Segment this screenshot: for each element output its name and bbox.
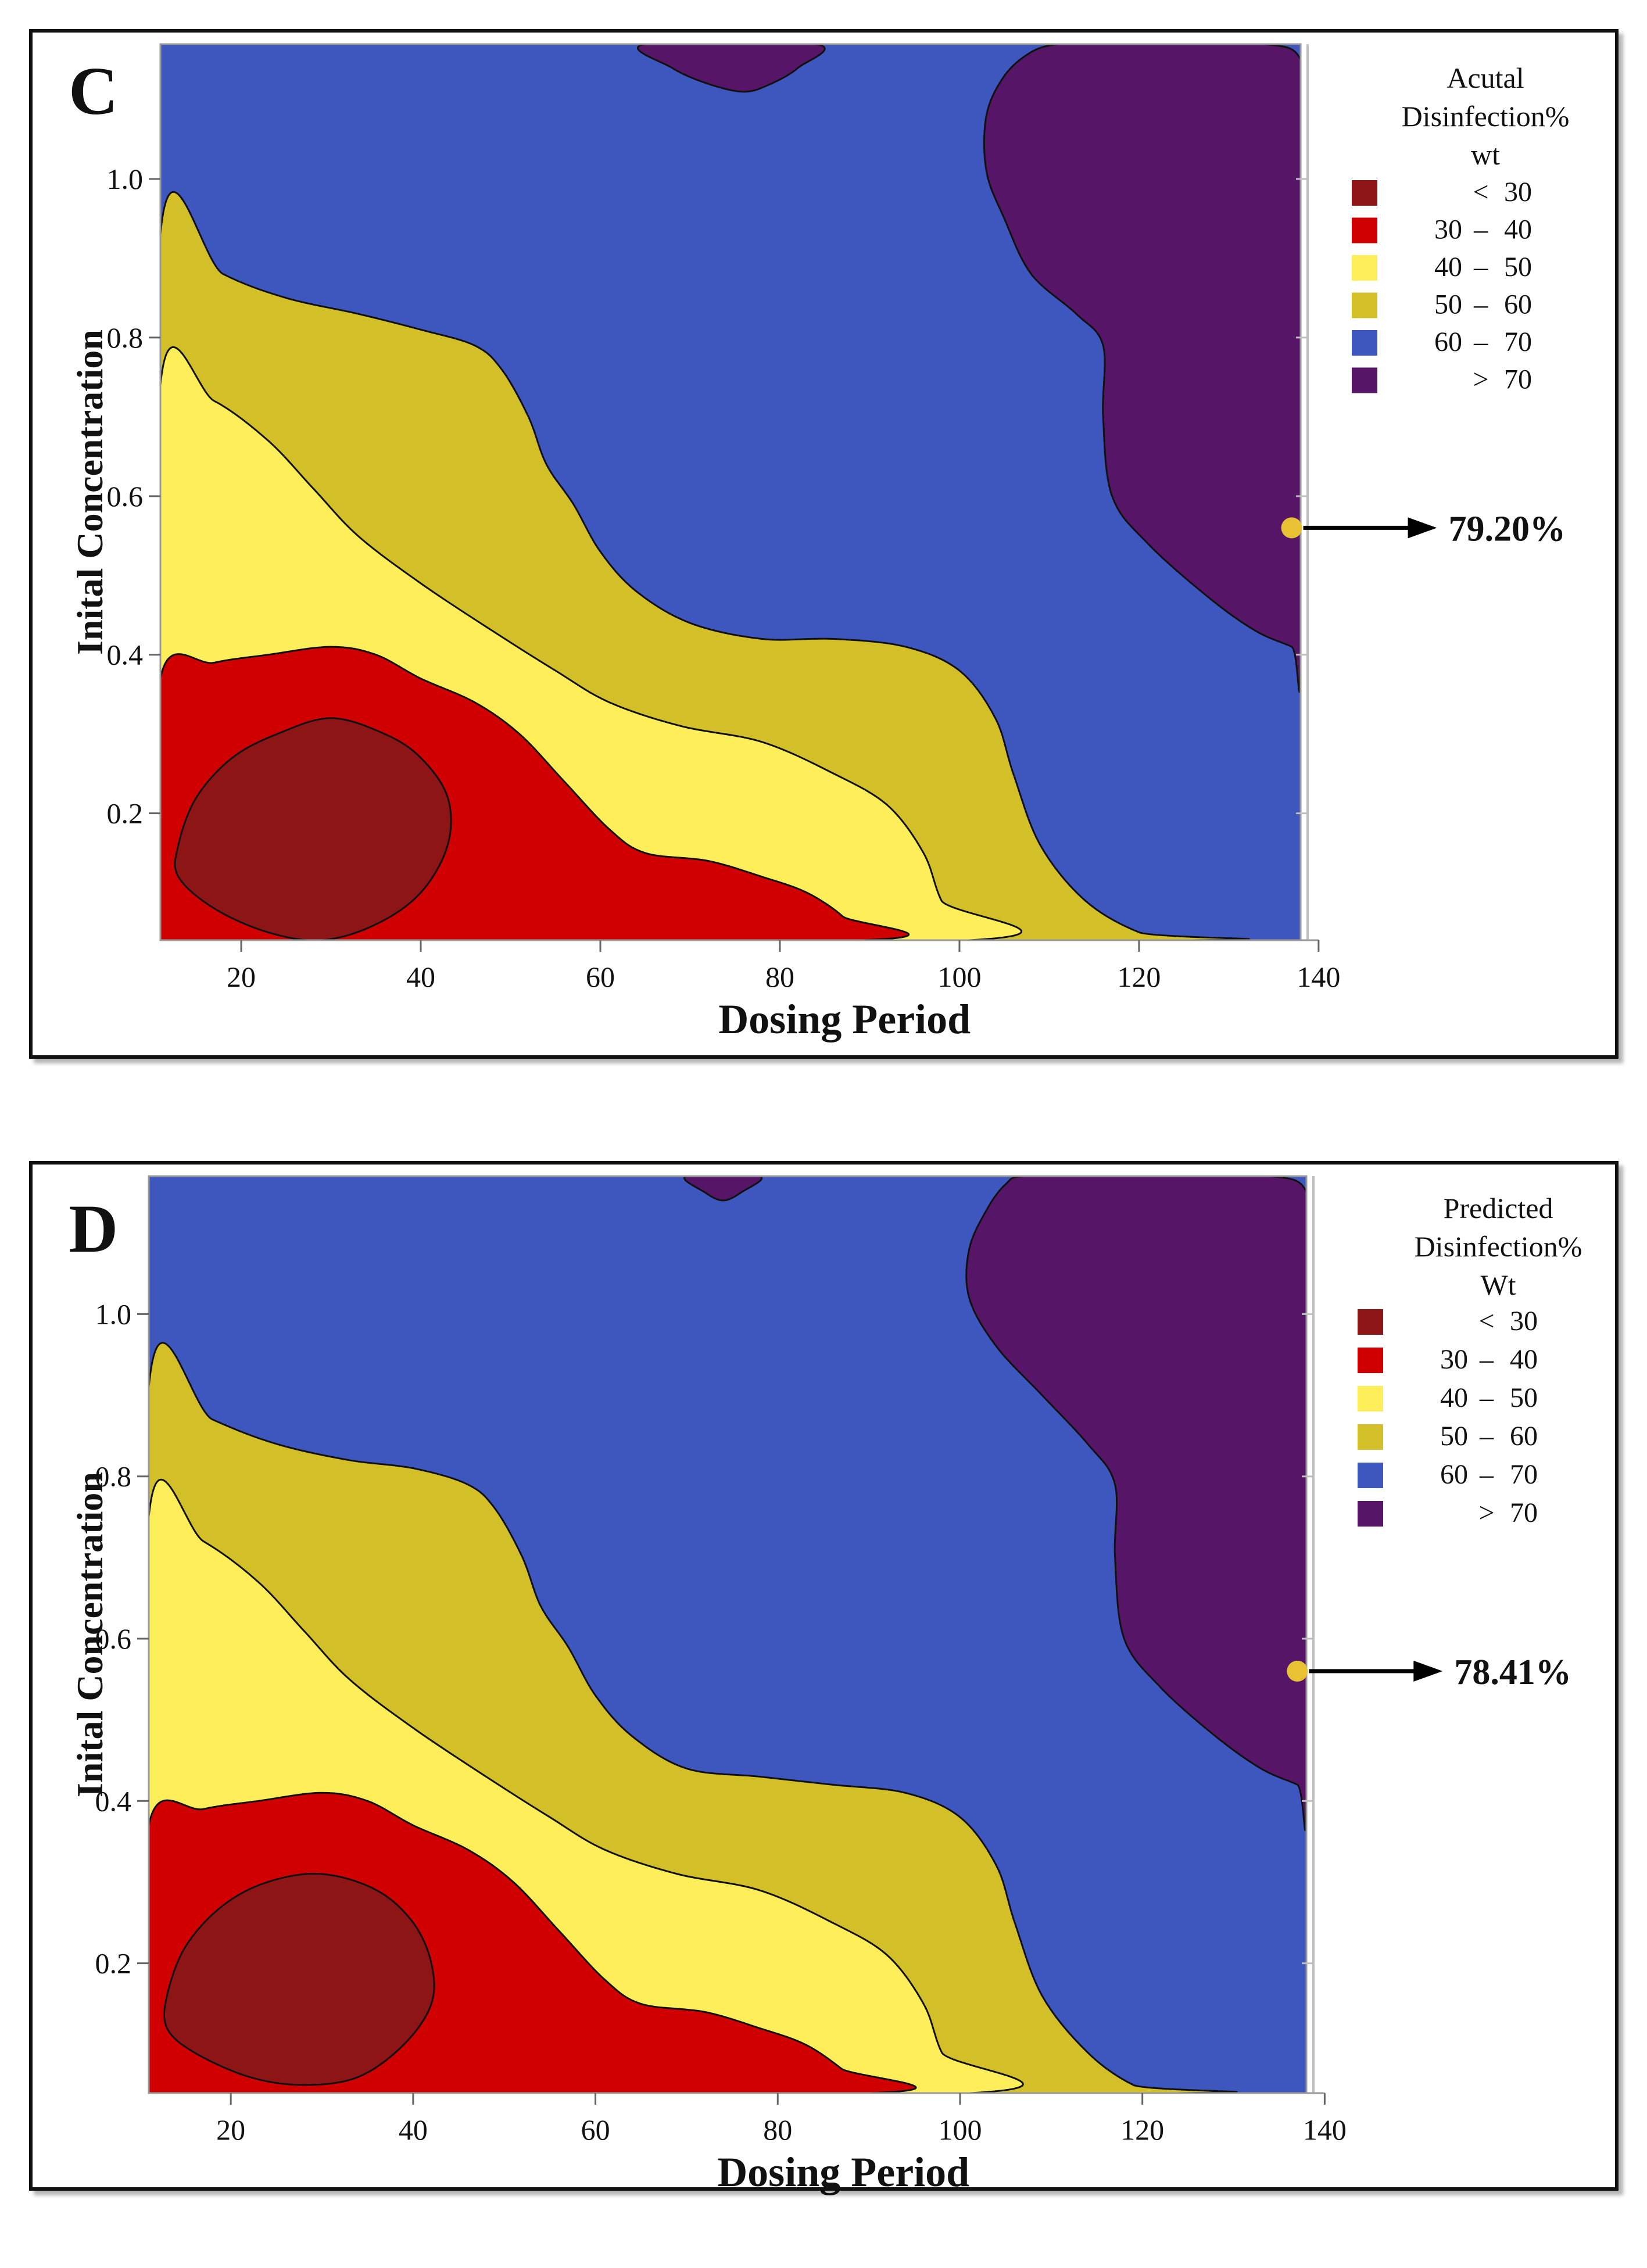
legend-range-sep: – (1479, 1459, 1494, 1490)
legend-swatch (1352, 217, 1377, 243)
legend-range-high: 50 (1504, 252, 1532, 282)
legend-swatch (1352, 330, 1377, 356)
contour-region-gt70-top (683, 1176, 762, 1202)
x-tick-label: 60 (586, 961, 615, 993)
legend-range-high: 40 (1510, 1344, 1538, 1375)
legend-range-sep: < (1478, 1306, 1494, 1337)
contour-region-gt70-right (965, 1176, 1306, 1831)
legend-range-low: 30 (1434, 214, 1462, 245)
x-axis-label: Dosing Period (717, 2149, 969, 2195)
y-tick-label: 0.2 (95, 1947, 132, 1980)
legend-title: Predicted (1444, 1192, 1553, 1224)
legend-title: wt (1471, 138, 1500, 171)
y-axis-label: Inital Concentration (69, 329, 110, 655)
legend-range-high: 50 (1510, 1382, 1538, 1413)
contour-panel-d: D 20 40 60 80 100 120 140 Dosing Period 0.2 0.4 0.… (29, 1161, 1619, 2195)
y-tick-label: 0.8 (95, 1460, 132, 1493)
contour-region-gt70-top (637, 44, 826, 93)
legend-range-sep: > (1478, 1497, 1494, 1528)
legend-range-high: 60 (1510, 1421, 1538, 1452)
legend-swatch (1352, 367, 1377, 393)
legend-swatch (1352, 180, 1377, 206)
legend-range-low: 30 (1440, 1344, 1468, 1375)
x-tick-label: 60 (581, 2113, 610, 2146)
x-tick-label: 140 (1297, 961, 1340, 993)
legend-swatch (1358, 1424, 1383, 1450)
legend-range-sep: – (1479, 1382, 1494, 1413)
legend-swatch (1352, 292, 1377, 318)
y-tick-label: 1.0 (107, 163, 144, 195)
optimum-point (1287, 1660, 1308, 1682)
contour-plot-area (149, 1176, 1306, 2093)
y-tick-label: 0.4 (95, 1785, 132, 1817)
y-tick-label: 0.6 (95, 1622, 132, 1655)
panel-letter: D (69, 1191, 118, 1267)
x-tick-label: 100 (938, 2113, 982, 2146)
y-tick-label: 1.0 (95, 1298, 132, 1330)
x-tick-label: 20 (227, 961, 256, 993)
y-tick-label: 0.4 (107, 639, 144, 671)
legend-swatch (1352, 255, 1377, 281)
contour-region-lt30 (163, 1873, 435, 2086)
legend-range-sep: – (1473, 252, 1488, 282)
legend-range-low: 60 (1440, 1459, 1468, 1490)
legend-swatch (1358, 1309, 1383, 1335)
legend-range-high: 70 (1504, 327, 1532, 357)
legend-swatch (1358, 1501, 1383, 1527)
legend-range-high: 30 (1504, 177, 1532, 207)
legend-title: Disinfection% (1415, 1230, 1582, 1263)
x-axis-label: Dosing Period (718, 996, 971, 1042)
legend-range-sep: > (1473, 364, 1488, 395)
contour-chart-c: C 20 40 60 80 100 120 140 Dosing Period 0.2 0.4 0.… (69, 43, 1570, 1042)
y-tick-label: 0.8 (107, 321, 144, 354)
legend-range-high: 30 (1510, 1306, 1538, 1337)
y-tick-label: 0.2 (107, 797, 144, 830)
optimum-value-label: 79.20% (1449, 509, 1566, 549)
legend-swatch (1358, 1463, 1383, 1488)
contour-region-lt30 (174, 717, 452, 940)
y-tick-label: 0.6 (107, 480, 144, 513)
legend-range-low: 50 (1434, 289, 1462, 320)
legend-swatch (1358, 1348, 1383, 1373)
legend-range-high: 60 (1504, 289, 1532, 320)
legend-range-high: 70 (1504, 364, 1532, 395)
legend-range-low: 60 (1434, 327, 1462, 357)
legend-range-low: 50 (1440, 1421, 1468, 1452)
x-tick-label: 120 (1117, 961, 1161, 993)
x-tick-label: 80 (765, 961, 794, 993)
x-tick-label: 120 (1120, 2113, 1164, 2146)
x-tick-label: 100 (937, 961, 981, 993)
legend-title: Wt (1480, 1269, 1516, 1301)
legend-title: Disinfection% (1402, 100, 1570, 132)
legend-range-low: 40 (1434, 252, 1462, 282)
legend-swatch (1358, 1386, 1383, 1411)
x-tick-label: 40 (406, 961, 435, 993)
legend-range-low: 40 (1440, 1382, 1468, 1413)
optimum-point (1281, 517, 1302, 539)
legend-range-high: 70 (1510, 1459, 1538, 1490)
y-axis-label: Inital Concentration (69, 1472, 110, 1797)
legend-range-sep: – (1479, 1421, 1494, 1452)
legend-range-high: 40 (1504, 214, 1532, 245)
legend-range-sep: – (1479, 1344, 1494, 1375)
x-tick-label: 20 (216, 2113, 245, 2146)
optimum-arrow-head (1408, 517, 1437, 539)
x-tick-label: 80 (763, 2113, 792, 2146)
optimum-arrow-head (1413, 1660, 1443, 1682)
legend-range-high: 70 (1510, 1497, 1538, 1528)
panel-letter: C (69, 53, 118, 129)
legend-range-sep: < (1473, 177, 1488, 207)
x-tick-label: 140 (1303, 2113, 1347, 2146)
x-tick-label: 40 (399, 2113, 428, 2146)
legend-range-sep: – (1473, 289, 1488, 320)
contour-chart-d: D 20 40 60 80 100 120 140 Dosing Period 0.2 0.4 0.… (69, 1175, 1582, 2195)
contour-panel-c: C 20 40 60 80 100 120 140 Dosing Period 0.2 0.4 0.… (29, 29, 1619, 1059)
optimum-value-label: 78.41% (1454, 1653, 1571, 1692)
legend-title: Acutal (1447, 62, 1524, 94)
legend-range-sep: – (1473, 214, 1488, 245)
legend-range-sep: – (1473, 327, 1488, 357)
contour-plot-area (160, 44, 1301, 940)
